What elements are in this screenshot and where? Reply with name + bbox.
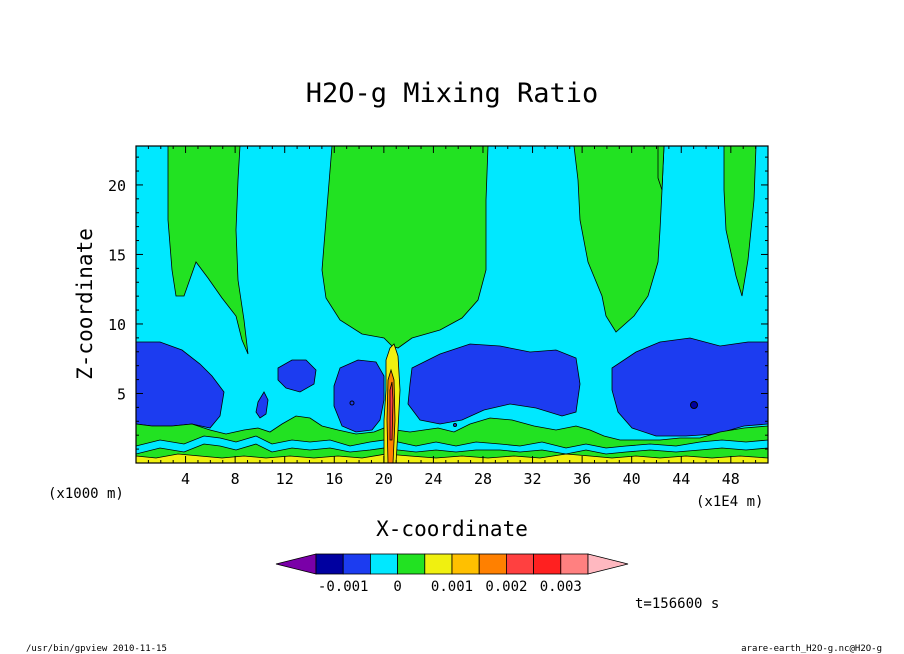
colorbar-label: 0.001 <box>431 579 473 595</box>
upper-green-plume-2 <box>321 146 489 349</box>
marker-dot-1 <box>349 400 355 406</box>
x-tick-label: 32 <box>524 470 542 488</box>
plot-frame <box>135 145 769 464</box>
lower-blue-blob-4 <box>333 359 385 433</box>
upper-green-plume-4 <box>723 146 757 297</box>
x-tick-label: 36 <box>573 470 591 488</box>
colorbar-box <box>369 553 398 575</box>
footer-left: /usr/bin/gpview 2010-11-15 <box>26 644 167 654</box>
lower-blue-blob-6 <box>611 337 768 437</box>
x-tick-label: 24 <box>424 470 442 488</box>
x-axis: 4 8 12 16 20 24 28 32 36 40 44 48 <box>147 146 757 488</box>
x-tick-label: 48 <box>722 470 740 488</box>
chart-title: H2O-g Mixing Ratio <box>306 78 599 109</box>
colorbar-label: 0 <box>393 579 401 595</box>
lower-blue-blob-2 <box>255 391 269 419</box>
colorbar-label: 0.002 <box>485 579 527 595</box>
colorbar-box <box>505 553 534 575</box>
y-unit-label: (x1000 m) <box>48 486 124 502</box>
x-unit-label: (x1E4 m) <box>696 494 763 510</box>
colorbar-box <box>315 553 344 575</box>
lower-blue-blob-5 <box>407 343 581 425</box>
colorbar-box <box>424 553 453 575</box>
marker-dot-3 <box>690 401 698 409</box>
colorbar-box <box>451 553 480 575</box>
x-tick-label: 40 <box>623 470 641 488</box>
time-annotation: t=156600 s <box>635 596 719 612</box>
colorbar-labels: -0.001 0 0.001 0.002 0.003 <box>318 579 582 595</box>
x-tick-label: 12 <box>276 470 294 488</box>
y-axis: 5 10 15 20 <box>108 156 768 450</box>
colorbar-arrow-high <box>587 553 629 575</box>
y-tick-label: 5 <box>117 385 126 403</box>
x-tick-label: 20 <box>375 470 393 488</box>
upper-green-edge <box>657 146 665 191</box>
y-tick-label: 10 <box>108 316 126 334</box>
y-tick-label: 15 <box>108 246 126 264</box>
footer-right: arare-earth_H2O-g.nc@H2O-g <box>741 644 882 654</box>
y-axis-label: Z-coordinate <box>73 228 97 380</box>
marker-dot-2 <box>453 423 457 427</box>
upper-green-plume-1 <box>167 146 249 355</box>
surface-cyan-strip <box>136 435 768 455</box>
colorbar-arrow-low <box>275 553 317 575</box>
x-axis-label: X-coordinate <box>376 517 528 541</box>
y-tick-label: 20 <box>108 177 126 195</box>
colorbar-label: -0.001 <box>318 579 369 595</box>
x-tick-label: 44 <box>672 470 690 488</box>
upper-green-plume-3 <box>573 146 665 333</box>
x-tick-label: 8 <box>231 470 240 488</box>
colorbar <box>275 553 629 575</box>
x-tick-label: 28 <box>474 470 492 488</box>
contour-field <box>136 146 768 463</box>
colorbar-box <box>397 553 426 575</box>
colorbar-box <box>533 553 562 575</box>
lower-blue-blob-3 <box>277 359 317 393</box>
x-tick-label: 16 <box>325 470 343 488</box>
colorbar-box <box>342 553 371 575</box>
colorbar-box <box>560 553 589 575</box>
colorbar-box <box>478 553 507 575</box>
x-tick-label: 4 <box>181 470 190 488</box>
central-moist-peak <box>389 381 394 441</box>
surface-yellow-layer <box>136 453 768 463</box>
colorbar-label: 0.003 <box>540 579 582 595</box>
